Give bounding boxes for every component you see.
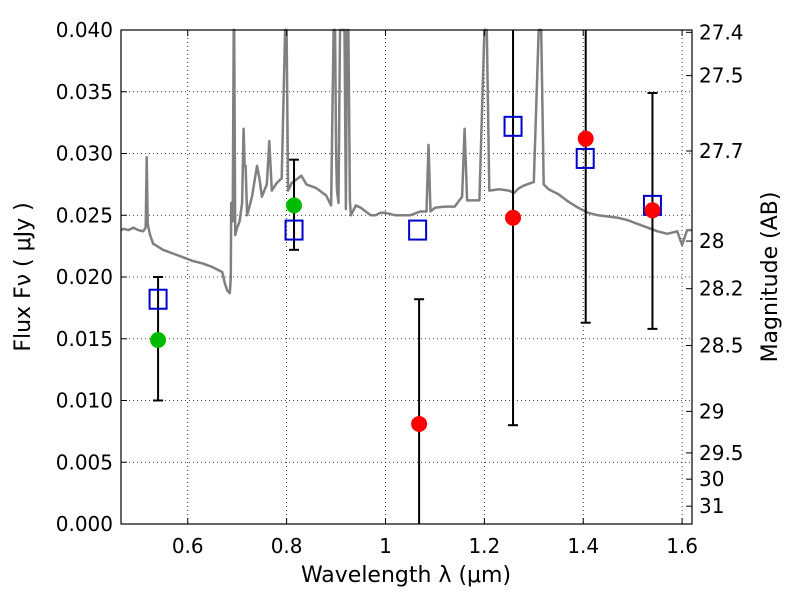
right-tick-label: 30 — [699, 467, 724, 491]
tick-labels: 0.6 0.8 1 1.2 1.4 1.6 0.000 0.005 0.010 0.015 0.02… — [56, 18, 744, 558]
model-square-point — [284, 219, 304, 241]
detection-point — [150, 331, 167, 348]
y-tick-label: 0.025 — [56, 203, 113, 227]
model-square-point — [408, 219, 428, 241]
right-tick-label: 29.5 — [699, 441, 744, 465]
y-axis-label: Flux Fν ( μJy ) — [11, 202, 36, 351]
model-square-point — [148, 288, 168, 310]
x-axis-label: Wavelength λ (μm) — [301, 563, 511, 588]
data-points — [148, 115, 662, 432]
right-tick-label: 27.4 — [699, 20, 744, 44]
detection-point — [286, 197, 303, 214]
y-tick-label: 0.035 — [56, 80, 113, 104]
upper-limit-point — [644, 202, 661, 219]
y-tick-label: 0.015 — [56, 327, 113, 351]
right-tick-label: 29 — [699, 399, 724, 423]
right-axis-label: Magnitude (AB) — [758, 192, 783, 363]
y-tick-label: 0.010 — [56, 389, 113, 413]
upper-limit-point — [505, 209, 522, 226]
right-tick-label: 27.7 — [699, 139, 744, 163]
x-tick-label: 1.4 — [567, 534, 599, 558]
right-tick-label: 31 — [699, 494, 724, 518]
model-square-point — [575, 147, 595, 169]
right-tick-label: 27.5 — [699, 64, 744, 88]
y-tick-label: 0.020 — [56, 265, 113, 289]
x-tick-label: 1.6 — [666, 534, 698, 558]
upper-limit-point — [577, 130, 594, 147]
plot-frame — [120, 29, 693, 525]
right-tick-label: 28.5 — [699, 333, 744, 357]
upper-limit-point — [411, 415, 428, 432]
x-tick-label: 1.2 — [468, 534, 500, 558]
x-tick-label: 0.6 — [172, 534, 204, 558]
y-tick-label: 0.005 — [56, 450, 113, 474]
right-tick-label: 28 — [699, 229, 724, 253]
y-tick-label: 0.000 — [56, 512, 113, 536]
x-tick-label: 1 — [379, 534, 392, 558]
spectrum-line — [120, 28, 692, 295]
model-square-point — [503, 115, 523, 137]
y-tick-label: 0.040 — [56, 18, 113, 42]
right-tick-label: 28.2 — [699, 277, 744, 301]
gridlines — [121, 30, 692, 524]
y-tick-label: 0.030 — [56, 142, 113, 166]
ticks — [121, 29, 692, 525]
spectrum-group — [120, 28, 692, 295]
x-tick-label: 0.8 — [271, 534, 303, 558]
